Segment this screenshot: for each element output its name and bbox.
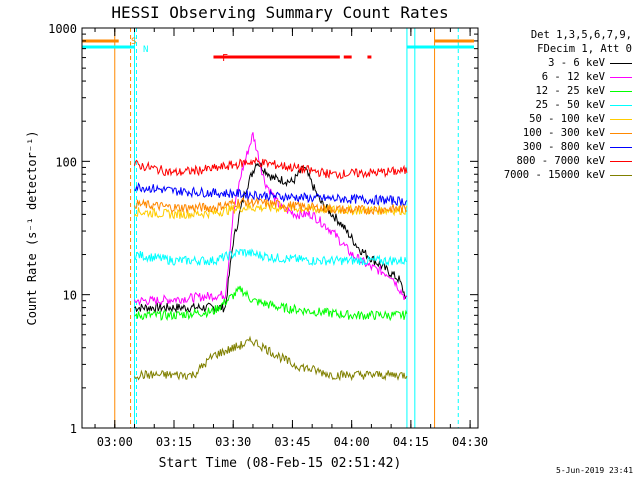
legend-swatch bbox=[610, 104, 632, 106]
legend-entry: 3 - 6 keV bbox=[486, 56, 632, 70]
series-line bbox=[134, 285, 408, 322]
series-line bbox=[134, 196, 408, 216]
y-tick-label: 100 bbox=[55, 155, 77, 169]
legend-entry: 25 - 50 keV bbox=[486, 98, 632, 112]
legend-label: 50 - 100 keV bbox=[529, 113, 605, 125]
legend-swatch bbox=[610, 132, 632, 134]
timestamp: 5-Jun-2019 23:41 bbox=[556, 466, 634, 475]
legend-header-1: Det 1,3,5,6,7,9, bbox=[530, 29, 632, 41]
legend-label: 7000 - 15000 keV bbox=[503, 169, 605, 181]
y-tick-label: 10 bbox=[63, 289, 77, 303]
x-axis-label: Start Time (08-Feb-15 02:51:42) bbox=[159, 456, 402, 471]
x-tick-label: 04:30 bbox=[452, 435, 488, 449]
flag-f-label: F bbox=[222, 53, 228, 64]
series-line bbox=[134, 248, 408, 267]
legend-label: 6 - 12 keV bbox=[541, 71, 605, 83]
legend-entry: 50 - 100 keV bbox=[486, 112, 632, 126]
legend-swatch bbox=[610, 62, 632, 64]
series-line bbox=[134, 335, 408, 382]
legend-label: 100 - 300 keV bbox=[522, 127, 605, 139]
x-tick-label: 04:15 bbox=[393, 435, 429, 449]
legend-entry: 7000 - 15000 keV bbox=[486, 168, 632, 182]
series-line bbox=[134, 182, 408, 207]
flag-s-label: S bbox=[131, 37, 136, 47]
legend-swatch bbox=[610, 146, 632, 148]
legend-entry: 100 - 300 keV bbox=[486, 126, 632, 140]
axis-layer: 03:00 03:15 03:30 03:45 04:00 04:15 04:30 1 10 10… bbox=[48, 22, 488, 449]
legend-swatch bbox=[610, 160, 632, 162]
series-line bbox=[134, 162, 408, 314]
legend-swatch bbox=[610, 90, 632, 92]
legend-swatch bbox=[610, 174, 632, 176]
legend-swatch bbox=[610, 118, 632, 120]
legend-label: 800 - 7000 keV bbox=[516, 155, 605, 167]
series-line bbox=[134, 156, 408, 180]
legend-entry: 800 - 7000 keV bbox=[486, 154, 632, 168]
legend-entry: 6 - 12 keV bbox=[486, 70, 632, 84]
legend-label: 300 - 800 keV bbox=[522, 141, 605, 153]
legend-label: 25 - 50 keV bbox=[535, 99, 605, 111]
x-tick-label: 04:00 bbox=[334, 435, 370, 449]
legend-entry: 300 - 800 keV bbox=[486, 140, 632, 154]
plot-frame bbox=[81, 27, 479, 429]
legend-swatch bbox=[610, 76, 632, 78]
x-tick-label: 03:00 bbox=[97, 435, 133, 449]
x-tick-label: 03:30 bbox=[215, 435, 251, 449]
legend-label: 12 - 25 keV bbox=[535, 85, 605, 97]
x-tick-label: 03:15 bbox=[156, 435, 192, 449]
decor-layer bbox=[82, 28, 474, 428]
y-tick-label: 1000 bbox=[48, 22, 77, 36]
x-tick-label: 03:45 bbox=[274, 435, 310, 449]
legend-rows: 3 - 6 keV 6 - 12 keV 12 - 25 keV 25 - 50 ke… bbox=[486, 56, 632, 182]
legend: Det 1,3,5,6,7,9, FDecim 1, Att 0 3 - 6 k… bbox=[486, 28, 632, 182]
series-line bbox=[134, 132, 408, 307]
chart-title: HESSI Observing Summary Count Rates bbox=[111, 3, 448, 22]
legend-entry: 12 - 25 keV bbox=[486, 84, 632, 98]
series-line bbox=[134, 201, 408, 220]
legend-header-2: FDecim 1, Att 0 bbox=[537, 43, 632, 55]
flag-n-label: N bbox=[143, 45, 148, 55]
series-layer bbox=[134, 132, 408, 382]
y-tick-label: 1 bbox=[70, 422, 77, 436]
y-axis-label: Count Rate (s⁻¹ detector⁻¹) bbox=[25, 130, 39, 325]
legend-label: 3 - 6 keV bbox=[548, 57, 605, 69]
